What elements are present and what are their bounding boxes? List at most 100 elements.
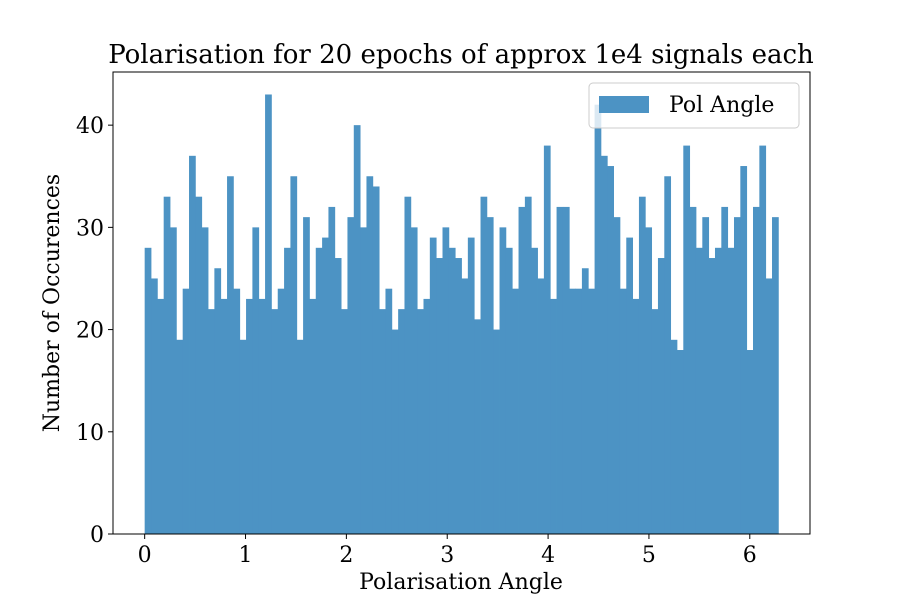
histogram-bar <box>360 227 367 534</box>
histogram-bar <box>702 217 710 534</box>
histogram-bar <box>765 278 773 534</box>
histogram-bar <box>676 350 684 534</box>
histogram-bar <box>638 196 646 535</box>
histogram-bar <box>429 237 437 534</box>
histogram-bar <box>220 298 228 534</box>
histogram-bar <box>334 258 342 534</box>
histogram-bar <box>296 339 304 534</box>
x-tick-label: 4 <box>541 543 555 568</box>
histogram-bar <box>537 278 545 534</box>
histogram-bar <box>740 166 748 534</box>
x-tick-label: 0 <box>138 543 152 568</box>
histogram-bar <box>664 176 672 534</box>
x-tick-label: 3 <box>440 543 454 568</box>
x-tick-label: 2 <box>339 543 353 568</box>
histogram-bar <box>214 268 222 534</box>
histogram-bar <box>157 298 165 534</box>
histogram-bar <box>309 298 317 534</box>
histogram-bar <box>290 176 298 534</box>
histogram-bar <box>721 206 729 534</box>
histogram-bar <box>201 227 209 534</box>
histogram-bar <box>556 206 564 534</box>
histogram-bar <box>144 247 152 535</box>
histogram-bar <box>600 155 608 535</box>
histogram-bar <box>683 145 691 534</box>
histogram-bar <box>575 288 583 534</box>
histogram-bar <box>562 206 570 534</box>
legend-box <box>588 82 800 129</box>
histogram-bar <box>714 247 722 535</box>
histogram-bar <box>512 288 519 534</box>
legend: Pol Angle <box>588 82 800 129</box>
histogram-bar <box>404 196 412 535</box>
histogram-bar <box>315 247 323 535</box>
y-axis-label: Number of Occurences <box>40 174 65 432</box>
histogram-bar <box>322 237 329 534</box>
histogram-bar <box>246 298 253 534</box>
y-tick-label: 10 <box>76 421 104 446</box>
y-axis-ticks: 0 10 20 30 40 <box>76 114 113 548</box>
histogram-bar <box>619 288 627 534</box>
histogram-bar <box>493 329 500 534</box>
histogram-bar <box>417 309 424 534</box>
legend-label: Pol Angle <box>669 93 774 118</box>
x-tick-label: 6 <box>743 543 757 568</box>
histogram-bar <box>258 298 266 534</box>
histogram-bar <box>227 176 234 534</box>
y-tick-label: 40 <box>76 114 104 139</box>
bars-group <box>144 94 779 535</box>
histogram-bar <box>385 288 393 534</box>
histogram-bar <box>727 247 735 535</box>
histogram-bar <box>284 247 291 535</box>
histogram-bar <box>753 206 760 534</box>
histogram-bar <box>182 288 190 534</box>
histogram-bar <box>670 339 678 534</box>
histogram-bar <box>518 206 526 534</box>
histogram-bar <box>398 309 405 534</box>
histogram-bar <box>372 186 380 534</box>
histogram-bar <box>271 309 279 534</box>
legend-swatch <box>599 96 649 113</box>
histogram-bar <box>423 298 431 534</box>
histogram-bar <box>626 237 634 534</box>
histogram-bar <box>195 196 203 535</box>
histogram-bar <box>391 329 399 534</box>
histogram-bar <box>486 217 494 534</box>
histogram-bar <box>657 258 665 534</box>
histogram-bar <box>366 176 374 534</box>
histogram-bar <box>708 258 716 534</box>
histogram-bar <box>505 247 513 535</box>
histogram-bar <box>442 227 450 534</box>
histogram-bar <box>163 196 171 535</box>
histogram-bar <box>277 288 285 534</box>
histogram-bar <box>772 217 779 534</box>
histogram-bar <box>176 339 184 534</box>
histogram-bar <box>347 217 355 534</box>
histogram-bar <box>524 196 532 535</box>
histogram-bar <box>569 288 576 534</box>
histogram-bar <box>689 206 697 534</box>
histogram-bar <box>239 339 247 534</box>
histogram-bar <box>632 298 640 534</box>
histogram-bar <box>480 196 488 535</box>
x-tick-label: 1 <box>239 543 253 568</box>
histogram-bar <box>208 309 215 534</box>
histogram-bar <box>189 155 196 535</box>
x-axis-ticks: 0 1 2 3 4 5 6 <box>138 534 757 568</box>
y-tick-label: 30 <box>76 216 104 241</box>
histogram-bar <box>581 268 589 534</box>
histogram-bar <box>594 104 602 535</box>
histogram-bar <box>410 227 418 534</box>
histogram-bar <box>151 278 158 534</box>
histogram-bar <box>265 94 272 534</box>
histogram-bar <box>543 145 551 534</box>
histogram-bar <box>759 145 767 534</box>
histogram-bar <box>645 227 653 534</box>
histogram-bar <box>474 319 481 534</box>
histogram-bar <box>550 298 557 534</box>
histogram-bar <box>252 227 260 534</box>
histogram-bar <box>436 258 443 534</box>
histogram-bar <box>379 309 386 534</box>
y-tick-label: 20 <box>76 319 104 344</box>
